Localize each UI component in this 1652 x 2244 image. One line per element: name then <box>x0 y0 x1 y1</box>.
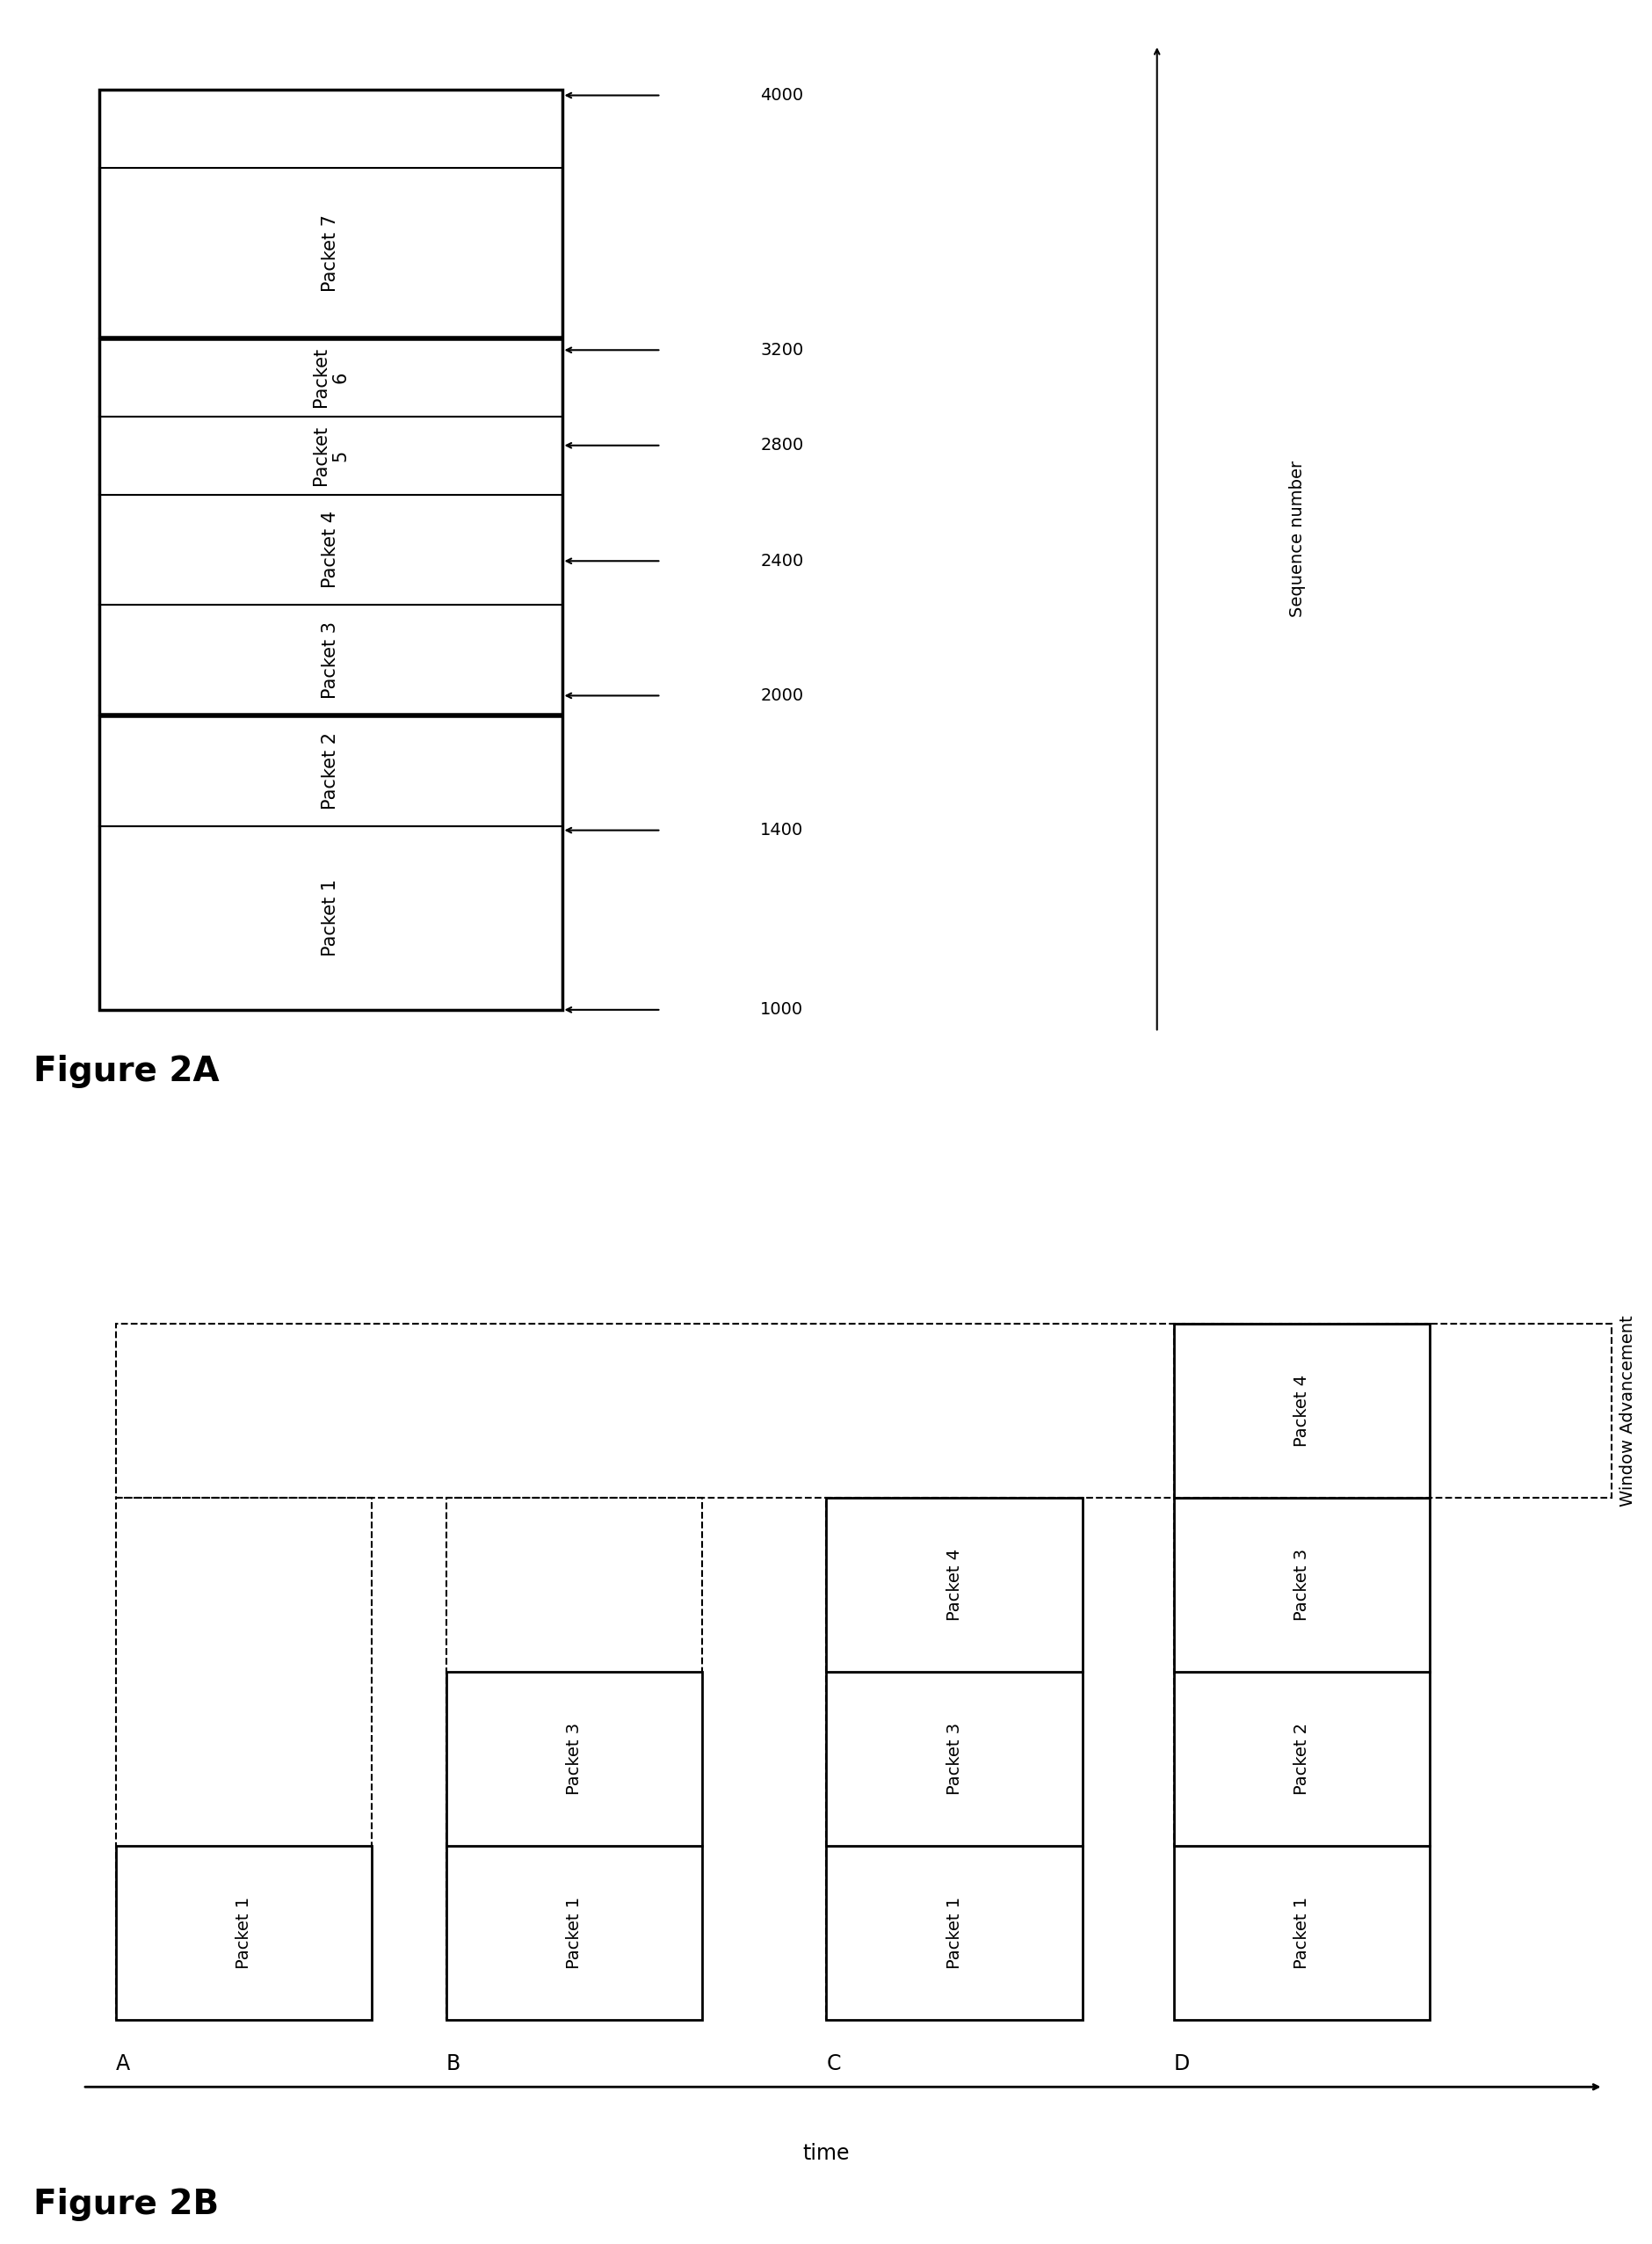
Bar <box>826 1845 1082 2020</box>
Bar <box>1173 1845 1429 2020</box>
Bar <box>116 1324 1611 1499</box>
Text: Window Advancement: Window Advancement <box>1619 1315 1635 1506</box>
Text: Packet
6: Packet 6 <box>312 348 349 406</box>
Text: A: A <box>116 2053 131 2073</box>
Text: Packet 2: Packet 2 <box>1292 1723 1310 1795</box>
Text: Packet 3: Packet 3 <box>945 1723 963 1795</box>
Bar <box>99 339 562 417</box>
Bar <box>1173 1324 1429 1499</box>
Bar <box>99 494 562 606</box>
Text: Packet
5: Packet 5 <box>312 426 349 485</box>
Bar <box>826 1499 1082 2020</box>
Bar <box>99 168 562 339</box>
Text: Packet 1: Packet 1 <box>945 1896 963 1968</box>
Bar <box>116 1499 372 2020</box>
Text: Packet 3: Packet 3 <box>322 622 339 698</box>
Text: time: time <box>803 2143 849 2163</box>
Bar <box>99 417 562 494</box>
Bar <box>1173 1499 1429 1672</box>
Text: Packet 1: Packet 1 <box>235 1896 253 1968</box>
Bar <box>826 1499 1082 1672</box>
Text: 3200: 3200 <box>760 341 803 359</box>
Text: Packet 3: Packet 3 <box>1292 1548 1310 1620</box>
Bar <box>99 606 562 716</box>
Bar <box>99 826 562 1010</box>
Text: Packet 4: Packet 4 <box>945 1548 963 1620</box>
Bar <box>446 1672 702 1845</box>
Bar <box>446 1845 702 2020</box>
Bar <box>99 716 562 826</box>
Text: 2400: 2400 <box>760 552 803 570</box>
Text: 1400: 1400 <box>760 821 803 839</box>
Text: Packet 4: Packet 4 <box>322 512 339 588</box>
Text: 1000: 1000 <box>760 1001 803 1019</box>
Text: 2000: 2000 <box>760 687 803 705</box>
Bar <box>99 90 562 1010</box>
Text: 4000: 4000 <box>760 88 803 103</box>
Text: D: D <box>1173 2053 1189 2073</box>
Bar <box>446 1499 702 2020</box>
Text: Packet 1: Packet 1 <box>322 880 339 956</box>
Text: Packet 1: Packet 1 <box>1292 1896 1310 1968</box>
Text: Packet 1: Packet 1 <box>565 1896 583 1968</box>
Bar <box>826 1672 1082 1845</box>
Text: Figure 2B: Figure 2B <box>33 2188 218 2222</box>
Text: Sequence number: Sequence number <box>1289 460 1305 617</box>
Text: C: C <box>826 2053 841 2073</box>
Text: 2800: 2800 <box>760 438 803 453</box>
Text: Figure 2A: Figure 2A <box>33 1055 220 1088</box>
Text: Packet 2: Packet 2 <box>322 732 339 810</box>
Text: Packet 7: Packet 7 <box>322 215 339 292</box>
Text: Packet 3: Packet 3 <box>565 1723 583 1795</box>
Text: B: B <box>446 2053 461 2073</box>
Bar <box>1173 1672 1429 1845</box>
Bar <box>116 1845 372 2020</box>
Text: Packet 4: Packet 4 <box>1292 1376 1310 1447</box>
Bar <box>1173 1324 1429 1845</box>
